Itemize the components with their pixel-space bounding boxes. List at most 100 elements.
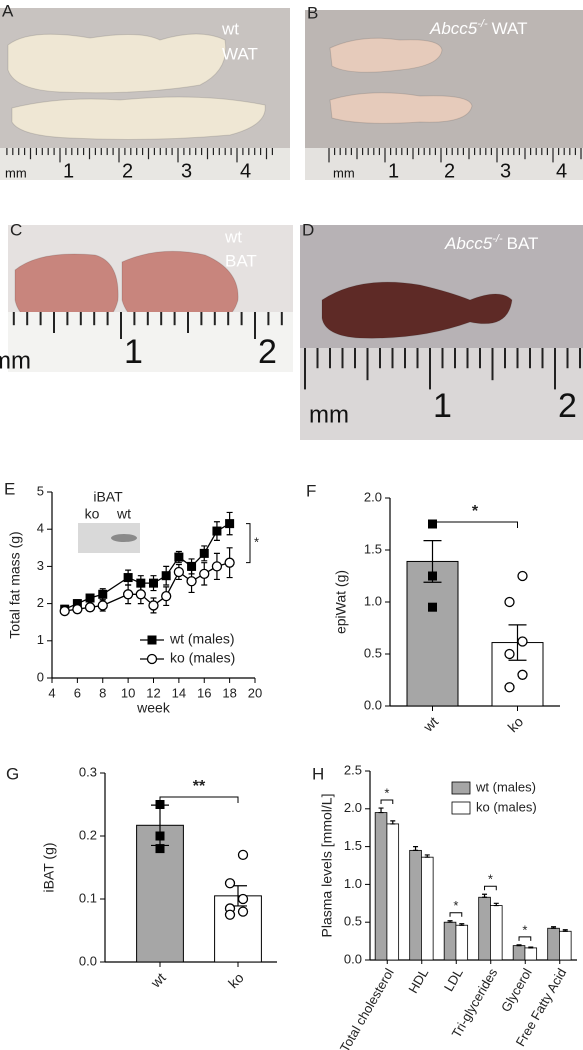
y-tick-label: 1.5 xyxy=(344,838,362,853)
y-tick-label: 1.0 xyxy=(364,593,382,608)
bar xyxy=(386,823,400,961)
y-tick-label: 2.5 xyxy=(344,762,362,777)
error-bar xyxy=(562,929,568,932)
marker xyxy=(147,635,157,645)
x-tick-label: 6 xyxy=(74,685,81,700)
marker xyxy=(149,578,158,588)
significance-bracket xyxy=(484,885,497,891)
marker xyxy=(161,591,172,602)
panel-letter: G xyxy=(6,764,19,783)
ruler-number: 2 xyxy=(122,160,133,182)
marker xyxy=(224,557,235,568)
legend-swatch xyxy=(451,781,471,795)
panel-letter: D xyxy=(302,220,314,239)
y-tick-label: 1 xyxy=(37,632,44,647)
y-tick-label: 0 xyxy=(37,669,44,684)
y-tick-label: 4 xyxy=(37,521,44,536)
significance-bracket xyxy=(159,796,239,803)
x-tick-label: 20 xyxy=(248,685,262,700)
photo-label: wt xyxy=(224,227,242,246)
error-bar xyxy=(551,926,557,929)
marker xyxy=(237,906,249,917)
marker xyxy=(59,605,70,617)
y-tick-label: 0.5 xyxy=(344,914,362,929)
tissue xyxy=(7,33,227,94)
bar xyxy=(524,947,538,961)
marker xyxy=(135,589,146,600)
error-bar xyxy=(516,944,522,947)
photo-label: WAT xyxy=(222,44,258,63)
error-bar xyxy=(528,946,534,949)
ruler-number: 3 xyxy=(500,160,511,182)
ruler-unit: mm xyxy=(309,401,349,428)
bar xyxy=(512,945,526,961)
error-bar xyxy=(424,854,430,858)
panel-letter: B xyxy=(307,3,318,22)
x-tick-label: 14 xyxy=(172,685,186,700)
bar xyxy=(443,921,457,961)
bar xyxy=(490,905,503,961)
marker xyxy=(155,844,165,854)
legend-label: ko (males) xyxy=(170,650,235,666)
bar xyxy=(421,856,434,961)
bar xyxy=(455,924,469,961)
marker xyxy=(517,636,528,647)
significance-label: * xyxy=(522,922,527,937)
marker xyxy=(72,604,83,615)
marker xyxy=(224,878,236,889)
x-tick-label: 10 xyxy=(121,685,135,700)
marker xyxy=(72,599,82,609)
significance-bracket xyxy=(380,799,394,805)
marker xyxy=(517,570,528,582)
x-tick-label: Total cholesterol xyxy=(337,966,397,1050)
y-axis-label: Total fat mass (g) xyxy=(7,531,23,638)
marker xyxy=(517,669,528,680)
tissue-name: BAT xyxy=(507,234,539,253)
error-bar xyxy=(447,920,453,923)
photo-label: BAT xyxy=(225,251,257,270)
y-axis-label: epiWat (g) xyxy=(333,570,349,634)
significance-bracket xyxy=(432,521,518,528)
marker xyxy=(211,561,223,572)
panel-letter: E xyxy=(4,479,15,498)
x-tick-label: ko xyxy=(225,969,247,991)
panel-letter: F xyxy=(306,481,316,500)
bar xyxy=(406,560,459,707)
marker xyxy=(199,568,210,579)
bar xyxy=(478,896,491,961)
photo-label: Abcc5-/- BAT xyxy=(444,233,538,254)
marker xyxy=(199,548,209,558)
x-tick-label: 8 xyxy=(99,685,106,700)
y-tick-label: 0.0 xyxy=(344,951,362,966)
marker xyxy=(155,831,165,841)
legend-label: wt (males) xyxy=(169,631,235,647)
marker xyxy=(225,519,235,529)
x-tick-label: wt xyxy=(147,969,169,991)
marker xyxy=(504,648,515,660)
marker xyxy=(148,600,159,611)
y-tick-label: 2.0 xyxy=(344,800,362,815)
significance-bracket xyxy=(518,936,532,941)
ruler-number: 1 xyxy=(433,387,452,425)
error-bar xyxy=(493,902,499,907)
inset-title: iBAT xyxy=(93,489,123,505)
significance-bracket xyxy=(246,523,251,564)
error-bar xyxy=(390,820,396,825)
ruler-number: 2 xyxy=(444,160,455,182)
error-bar xyxy=(459,923,465,926)
tissue xyxy=(329,37,443,73)
bar xyxy=(409,849,422,961)
tissue xyxy=(321,281,513,339)
inset-lane: ko xyxy=(85,506,100,522)
ruler-number: 2 xyxy=(258,333,277,371)
legend-label: ko (males) xyxy=(476,799,537,814)
marker xyxy=(155,800,165,809)
y-tick-label: 2 xyxy=(37,595,44,610)
y-tick-label: 5 xyxy=(37,483,44,498)
legend-swatch xyxy=(451,801,471,815)
x-tick-label: 16 xyxy=(197,685,211,700)
photo-label: wt xyxy=(221,19,239,38)
y-tick-label: 0.0 xyxy=(364,697,382,712)
photo-label: Abcc5-/- WAT xyxy=(429,18,528,39)
ruler-number: 4 xyxy=(556,160,567,182)
